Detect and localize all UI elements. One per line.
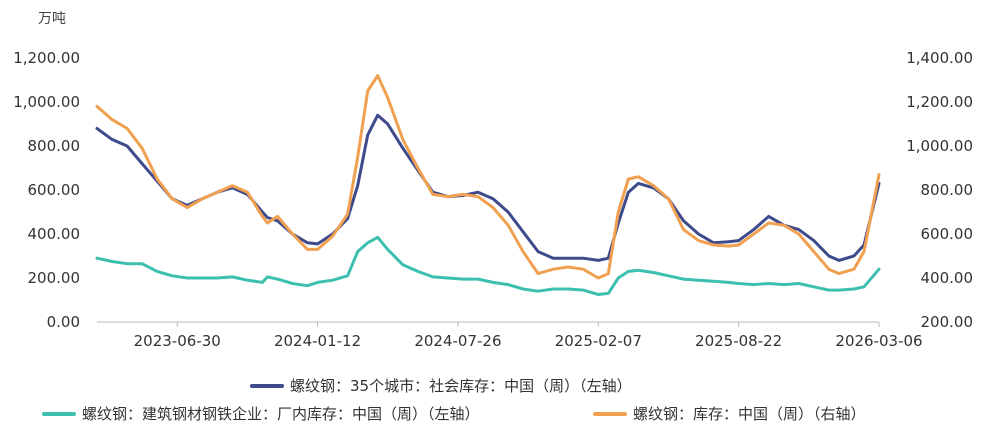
right-axis-ticks: 200.00 400.00 600.00 800.00 1,000.00 1,200.00… [906,49,973,331]
right-axis-tick-label: 1,400.00 [906,49,973,67]
right-axis-tick-label: 1,200.00 [906,93,973,111]
right-axis-tick-label: 200.00 [921,313,974,331]
x-axis-tick-label: 2026-03-06 [835,332,922,350]
x-axis-tick-label: 2024-01-12 [274,332,361,350]
legend-label-1: 螺纹钢：35个城市：社会库存：中国（周）（左轴） [290,377,632,395]
series-line-3 [95,74,881,280]
x-axis-ticks: 2023-06-30 2024-01-12 2024-07-26 2025-02-07… [134,322,923,350]
left-axis-tick-label: 0.00 [47,313,80,331]
x-axis-tick-label: 2025-08-22 [695,332,782,350]
left-axis-tick-label: 1,200.00 [13,49,80,67]
left-axis-tick-label: 200.00 [28,269,81,287]
right-axis-tick-label: 400.00 [921,269,974,287]
legend-label-3: 螺纹钢：库存：中国（周）（右轴） [633,405,866,423]
x-axis-tick-label: 2023-06-30 [134,332,221,350]
legend: 螺纹钢：35个城市：社会库存：中国（周）（左轴） 螺纹钢：建筑钢材钢铁企业：厂内库… [42,377,866,423]
left-axis-tick-label: 600.00 [28,181,81,199]
x-axis-tick-label: 2025-02-07 [555,332,642,350]
series-line-2 [95,235,881,296]
legend-label-2: 螺纹钢：建筑钢材钢铁企业：厂内库存：中国（周）（左轴） [82,405,480,423]
right-axis-tick-label: 800.00 [921,181,974,199]
left-axis-ticks: 0.00 200.00 400.00 600.00 800.00 1,000.00 1,20… [13,49,80,331]
right-axis-tick-label: 600.00 [921,225,974,243]
right-axis-tick-label: 1,000.00 [906,137,973,155]
left-axis-tick-label: 1,000.00 [13,93,80,111]
left-axis-tick-label: 800.00 [28,137,81,155]
left-axis-unit: 万吨 [38,11,66,27]
x-axis-tick-label: 2024-07-26 [414,332,501,350]
left-axis-tick-label: 400.00 [28,225,81,243]
series-lines [95,74,881,296]
series-line-1 [95,113,881,262]
